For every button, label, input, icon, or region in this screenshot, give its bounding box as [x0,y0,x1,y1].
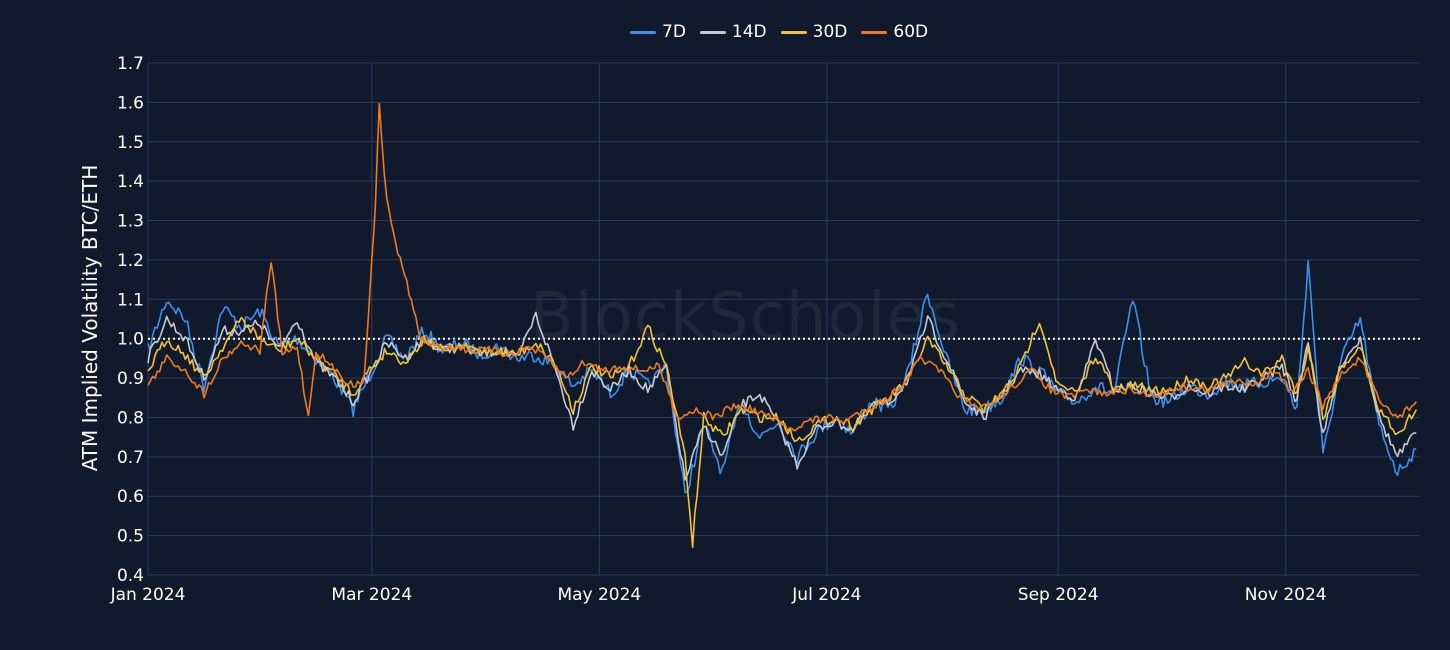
legend-label-14d: 14D [731,22,767,42]
y-tick-label: 1.2 [117,251,144,271]
series-group [147,102,1418,549]
y-tick-label: 0.4 [117,566,144,586]
x-tick-label: Nov 2024 [1245,585,1327,605]
y-tick-label: 1.4 [117,172,144,192]
y-tick-label: 1.7 [117,54,144,74]
x-tick-label: Jul 2024 [791,585,861,605]
y-tick-labels: 0.4 0.5 0.6 0.7 0.8 0.9 1.0 1.1 1.2 1.3 1.4 1.5 1.6 1… [117,54,144,586]
y-tick-label: 1.3 [117,212,144,232]
y-tick-label: 0.9 [117,369,144,389]
x-tick-label: Mar 2024 [331,585,412,605]
legend-label-60d: 60D [893,22,929,42]
y-gridlines [148,62,1420,576]
legend-item-60d[interactable]: 60D [861,22,928,42]
watermark: BlockScholes [530,280,962,354]
legend-swatch-7d [630,30,656,34]
x-tick-label: May 2024 [557,585,641,605]
x-tick-label: Jan 2024 [110,585,186,605]
y-tick-label: 0.6 [117,487,144,507]
legend-label-30d: 30D [812,22,848,42]
y-tick-label: 0.7 [117,448,144,468]
legend: 7D 14D 30D 60D [630,20,928,44]
legend-swatch-60d [861,30,888,34]
legend-swatch-14d [699,30,726,34]
series-line-60d [147,102,1417,432]
x-tick-labels: Jan 2024 Mar 2024 May 2024 Jul 2024 Sep 2024… [110,585,1327,605]
x-gridlines [147,63,1287,575]
series-line-14d [147,311,1417,481]
legend-label-7d: 7D [662,22,686,42]
y-tick-label: 1.1 [117,290,144,310]
y-tick-label: 1.6 [117,93,144,113]
x-tick-label: Sep 2024 [1018,585,1099,605]
y-tick-label: 1.5 [117,133,144,153]
legend-item-14d[interactable]: 14D [699,22,767,42]
y-tick-label: 0.5 [117,527,144,547]
legend-item-30d[interactable]: 30D [780,22,848,42]
legend-item-7d[interactable]: 7D [630,22,686,42]
legend-swatch-30d [780,30,807,34]
y-tick-label: 1.0 [117,330,144,350]
y-tick-label: 0.8 [117,408,144,428]
